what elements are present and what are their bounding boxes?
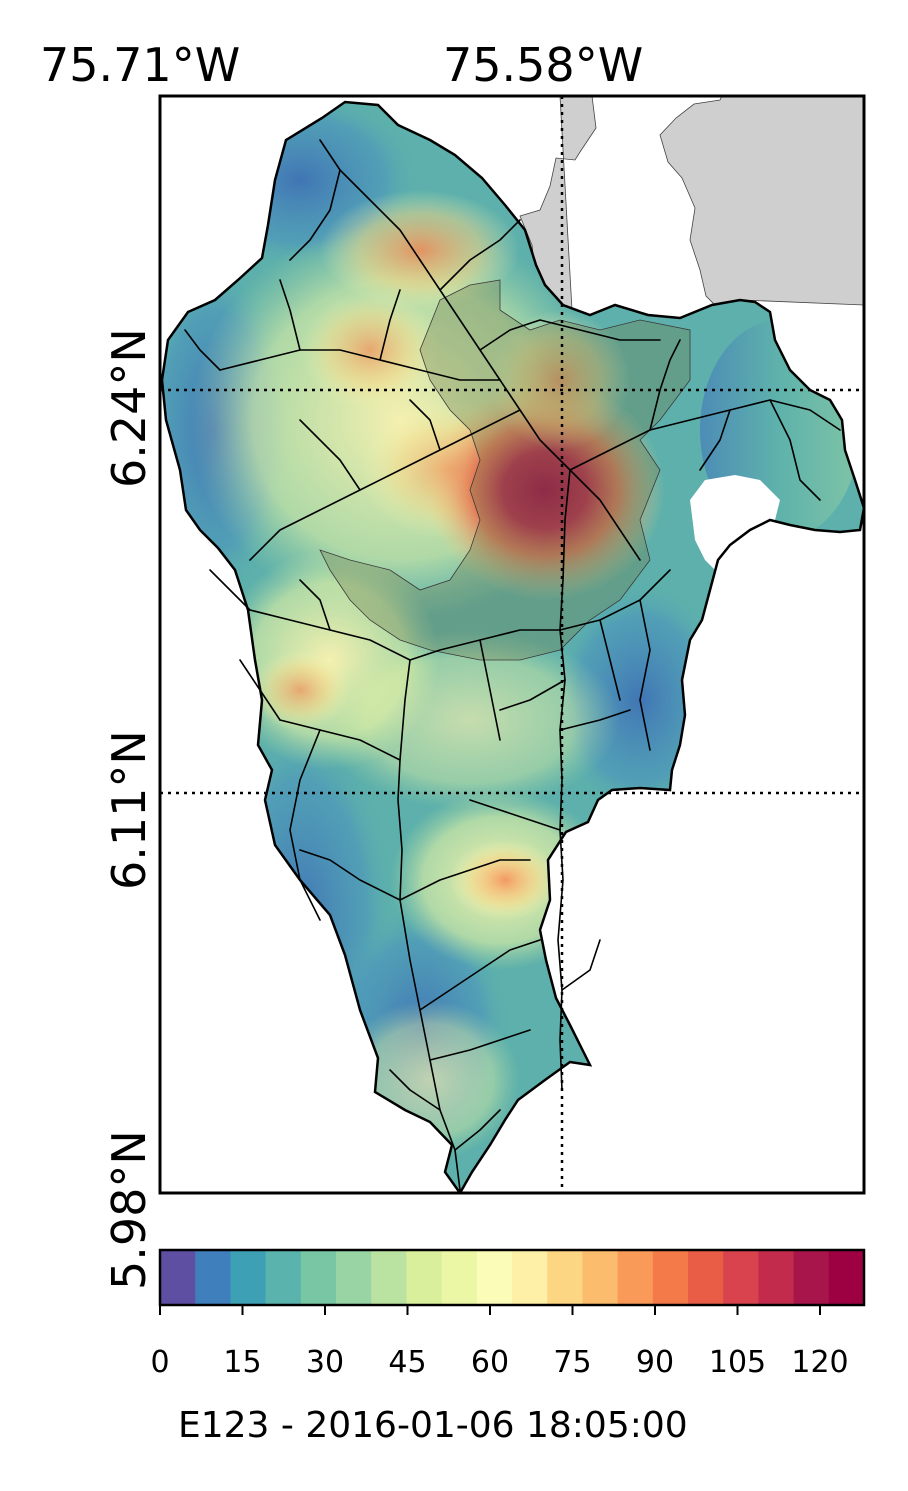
river-segment: [249, 409, 521, 561]
river-segment: [559, 569, 671, 631]
colorbar-title: E123 - 2016-01-06 18:05:00: [178, 1405, 688, 1446]
river-segment: [409, 399, 441, 451]
colorbar-swatch: [547, 1250, 583, 1305]
colorbar-swatch: [512, 1250, 548, 1305]
river-segment: [454, 1109, 501, 1151]
no-data-gap: [690, 475, 780, 570]
colorbar-swatch: [617, 1250, 654, 1305]
colorbar-tick-label: 45: [388, 1345, 427, 1380]
urban-area-overlay: [319, 279, 691, 661]
river-segment: [419, 939, 541, 1011]
river-segment: [429, 1029, 531, 1061]
lon-label-1: 75.71°W: [40, 38, 241, 92]
river-segment: [561, 939, 601, 991]
colorbar-swatch: [406, 1250, 443, 1305]
river-segment: [379, 289, 401, 361]
colorbar-swatch: [265, 1250, 302, 1305]
river-segment: [599, 619, 621, 701]
river-segment: [239, 659, 281, 721]
river-segment: [649, 339, 681, 431]
colorbar: [158, 1248, 866, 1315]
river-segment: [769, 399, 821, 501]
colorbar-tick-label: 120: [791, 1345, 849, 1380]
river-segment: [399, 859, 531, 901]
basin-boundary: [160, 100, 864, 1193]
river-segment: [469, 799, 561, 831]
colorbar-tick-label: 75: [553, 1345, 592, 1380]
colorbar-swatch: [371, 1250, 407, 1305]
colorbar-tick-label: 30: [305, 1345, 345, 1380]
river-segment: [479, 319, 661, 351]
river-segment: [219, 349, 501, 381]
colorbar-swatch: [300, 1250, 337, 1305]
colorbar-swatch: [476, 1250, 513, 1305]
colorbar-swatch: [652, 1250, 689, 1305]
colorbar-tick-label: 105: [708, 1345, 767, 1380]
colorbar-tick-label: 60: [470, 1345, 510, 1380]
river-segment: [397, 659, 461, 1191]
river-network: [184, 139, 841, 1191]
river-segment: [184, 329, 221, 371]
colorbar-swatch: [336, 1250, 372, 1305]
colorbar-frame: [158, 1248, 866, 1307]
river-segment: [569, 469, 641, 561]
colorbar-tick-label: 15: [223, 1345, 262, 1380]
lat-label-1: 6.24°N: [102, 328, 156, 488]
river-segment: [299, 419, 361, 491]
river-segment: [319, 139, 421, 261]
map-panel: [160, 96, 864, 1193]
river-segment: [389, 1069, 441, 1111]
colorbar-swatch: [828, 1250, 865, 1305]
lat-label-3: 5.98°N: [102, 1130, 156, 1290]
colorbar-swatch: [195, 1250, 231, 1305]
lat-label-2: 6.11°N: [102, 730, 156, 890]
colorbar-tick-label: 90: [635, 1345, 675, 1380]
river-segment: [639, 599, 651, 751]
river-segment: [559, 709, 631, 731]
outside-region-gray: [519, 96, 864, 311]
river-segment: [419, 259, 571, 471]
river-segment: [699, 409, 731, 471]
river-segment: [439, 219, 521, 291]
colorbar-swatch: [441, 1250, 478, 1305]
colorbar-swatches: [160, 1250, 865, 1305]
river-segment: [479, 639, 501, 741]
river-segment: [289, 729, 321, 921]
colorbar-tick-label: 0: [150, 1345, 170, 1380]
river-segment: [569, 399, 841, 471]
river-segment: [289, 169, 341, 261]
river-segment: [299, 579, 331, 631]
colorbar-swatch: [160, 1250, 196, 1305]
colorbar-swatch: [230, 1250, 267, 1305]
river-segment: [499, 679, 566, 711]
river-segment: [279, 719, 401, 761]
river-segment: [209, 569, 251, 611]
map-frame: [158, 94, 866, 1195]
colorbar-swatch: [688, 1250, 724, 1305]
river-segment: [299, 849, 401, 901]
colorbar-swatch: [758, 1250, 795, 1305]
gridlines: [160, 96, 864, 1193]
colorbar-swatch: [582, 1250, 619, 1305]
lon-label-2: 75.58°W: [443, 38, 644, 92]
colorbar-swatch: [793, 1250, 830, 1305]
river-segment: [279, 279, 301, 351]
colorbar-swatch: [723, 1250, 759, 1305]
